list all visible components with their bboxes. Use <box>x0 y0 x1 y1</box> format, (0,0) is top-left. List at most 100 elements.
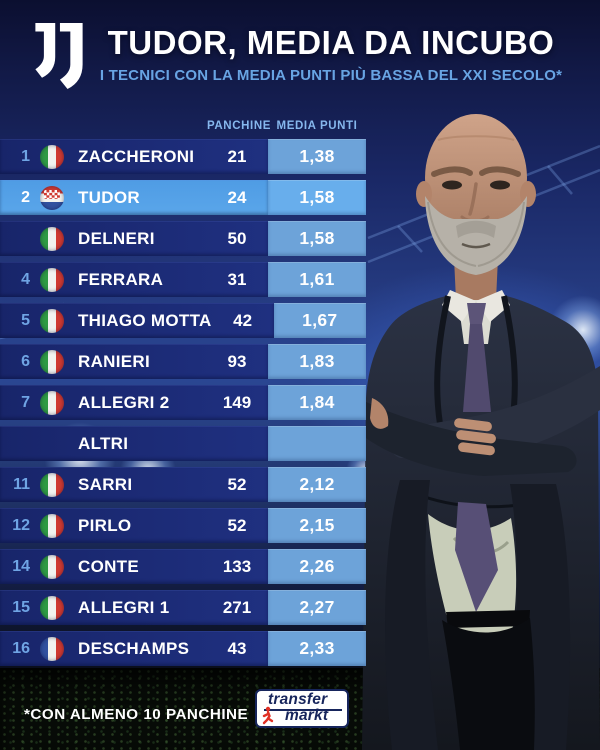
media-punti-cell: 2,26 <box>268 549 366 584</box>
coach-name: ALTRI <box>78 433 129 453</box>
country-flag-icon <box>40 554 64 579</box>
media-value: 2,15 <box>299 515 335 535</box>
panchine-value: 24 <box>227 187 247 207</box>
country-flag-icon <box>40 226 64 251</box>
row-main-cell: 4 FERRARA 31 <box>0 262 268 297</box>
transfermarkt-logo: transfer markt <box>255 689 349 728</box>
coach-name: THIAGO MOTTA <box>78 310 212 330</box>
coach-name: DESCHAMPS <box>78 638 190 658</box>
brand-line-markt: markt <box>285 707 329 724</box>
row-main-cell: 12 PIRLO 52 <box>0 508 268 543</box>
country-flag-icon <box>40 636 64 661</box>
media-value: 1,58 <box>299 228 335 248</box>
row-main-cell: 14 CONTE 133 <box>0 549 268 584</box>
coach-name: TUDOR <box>78 187 140 207</box>
brand-divider <box>264 708 342 711</box>
media-value: 1,38 <box>299 146 335 166</box>
media-punti-cell <box>268 426 366 461</box>
coach-name: ALLEGRI 2 <box>78 392 170 412</box>
table-row: 12 PIRLO 52 2,15 <box>0 508 366 543</box>
row-main-cell: DELNERI 50 <box>0 221 268 256</box>
panchine-value: 93 <box>227 351 247 371</box>
panchine-value: 52 <box>227 474 247 494</box>
country-flag-icon <box>40 513 64 538</box>
table-row: 16 DESCHAMPS 43 2,33 <box>0 631 366 666</box>
panchine-value: 42 <box>233 310 253 330</box>
table-row: ALTRI <box>0 426 366 461</box>
media-value: 1,58 <box>299 187 335 207</box>
coach-name: DELNERI <box>78 228 155 248</box>
standings-rows: 1 ZACCHERONI 21 1,38 2 TUDOR 24 1,58 <box>0 139 366 672</box>
panchine-value: 133 <box>222 556 252 576</box>
table-row: 5 THIAGO MOTTA 42 1,67 <box>0 303 366 338</box>
row-main-cell: 7 ALLEGRI 2 149 <box>0 385 268 420</box>
rank: 16 <box>12 639 30 657</box>
panchine-value: 31 <box>227 269 247 289</box>
media-punti-cell: 1,84 <box>268 385 366 420</box>
panchine-value: 52 <box>227 515 247 535</box>
rank: 1 <box>21 147 30 165</box>
media-value: 1,84 <box>299 392 335 412</box>
panchine-value: 271 <box>222 597 252 617</box>
coach-name: PIRLO <box>78 515 132 535</box>
country-flag-icon <box>40 185 64 210</box>
media-punti-cell: 2,15 <box>268 508 366 543</box>
row-main-cell: 6 RANIERI 93 <box>0 344 268 379</box>
table-row: 2 TUDOR 24 1,58 <box>0 180 366 215</box>
igor-tudor-portrait <box>362 114 600 750</box>
media-punti-cell: 2,27 <box>268 590 366 625</box>
media-value: 1,61 <box>299 269 335 289</box>
rank: 4 <box>21 270 30 288</box>
page-subtitle: I TECNICI CON LA MEDIA PUNTI PIÙ BASSA D… <box>99 67 563 84</box>
panchine-value: 21 <box>227 146 247 166</box>
brand-line-transfer: transfer <box>268 691 328 708</box>
country-flag-icon <box>40 267 64 292</box>
media-punti-cell: 1,83 <box>268 344 366 379</box>
rank: 5 <box>21 311 30 329</box>
media-punti-cell: 2,33 <box>268 631 366 666</box>
rank: 6 <box>21 352 30 370</box>
rank: 12 <box>12 516 30 534</box>
table-row: 14 CONTE 133 2,26 <box>0 549 366 584</box>
country-flag-icon <box>40 349 64 374</box>
rank: 14 <box>12 557 30 575</box>
column-header-media-punti: MEDIA PUNTI <box>276 120 358 132</box>
row-main-cell: 11 SARRI 52 <box>0 467 268 502</box>
country-flag-icon <box>40 595 64 620</box>
media-punti-cell: 1,58 <box>268 180 366 215</box>
table-row: DELNERI 50 1,58 <box>0 221 366 256</box>
row-main-cell: 2 TUDOR 24 <box>0 180 268 215</box>
media-punti-cell: 1,38 <box>268 139 366 174</box>
coach-name: RANIERI <box>78 351 150 371</box>
page-title: TUDOR, MEDIA DA INCUBO <box>107 24 555 61</box>
media-punti-cell: 1,67 <box>273 303 366 338</box>
media-value: 2,12 <box>299 474 335 494</box>
table-row: 15 ALLEGRI 1 271 2,27 <box>0 590 366 625</box>
panchine-value: 149 <box>222 392 252 412</box>
country-flag-icon <box>40 390 64 415</box>
country-flag-icon <box>40 144 64 169</box>
transfermarkt-player-icon <box>262 706 274 725</box>
row-main-cell: 16 DESCHAMPS 43 <box>0 631 268 666</box>
coach-name: ALLEGRI 1 <box>78 597 170 617</box>
table-row: 4 FERRARA 31 1,61 <box>0 262 366 297</box>
table-row: 7 ALLEGRI 2 149 1,84 <box>0 385 366 420</box>
coach-name: ZACCHERONI <box>78 146 195 166</box>
country-flag-icon <box>40 472 64 497</box>
coach-name: SARRI <box>78 474 133 494</box>
column-header-panchine: PANCHINE <box>206 120 271 132</box>
media-punti-cell: 2,12 <box>268 467 366 502</box>
rank: 11 <box>13 475 30 493</box>
row-main-cell: ALTRI <box>0 426 268 461</box>
row-main-cell: 5 THIAGO MOTTA 42 <box>0 303 274 338</box>
rank: 15 <box>12 598 30 616</box>
row-main-cell: 1 ZACCHERONI 21 <box>0 139 268 174</box>
media-punti-cell: 1,58 <box>268 221 366 256</box>
juventus-logo <box>35 22 83 90</box>
coach-name: FERRARA <box>78 269 164 289</box>
media-value: 2,26 <box>299 556 335 576</box>
media-punti-cell: 1,61 <box>268 262 366 297</box>
table-row: 6 RANIERI 93 1,83 <box>0 344 366 379</box>
country-flag-icon <box>40 308 64 333</box>
